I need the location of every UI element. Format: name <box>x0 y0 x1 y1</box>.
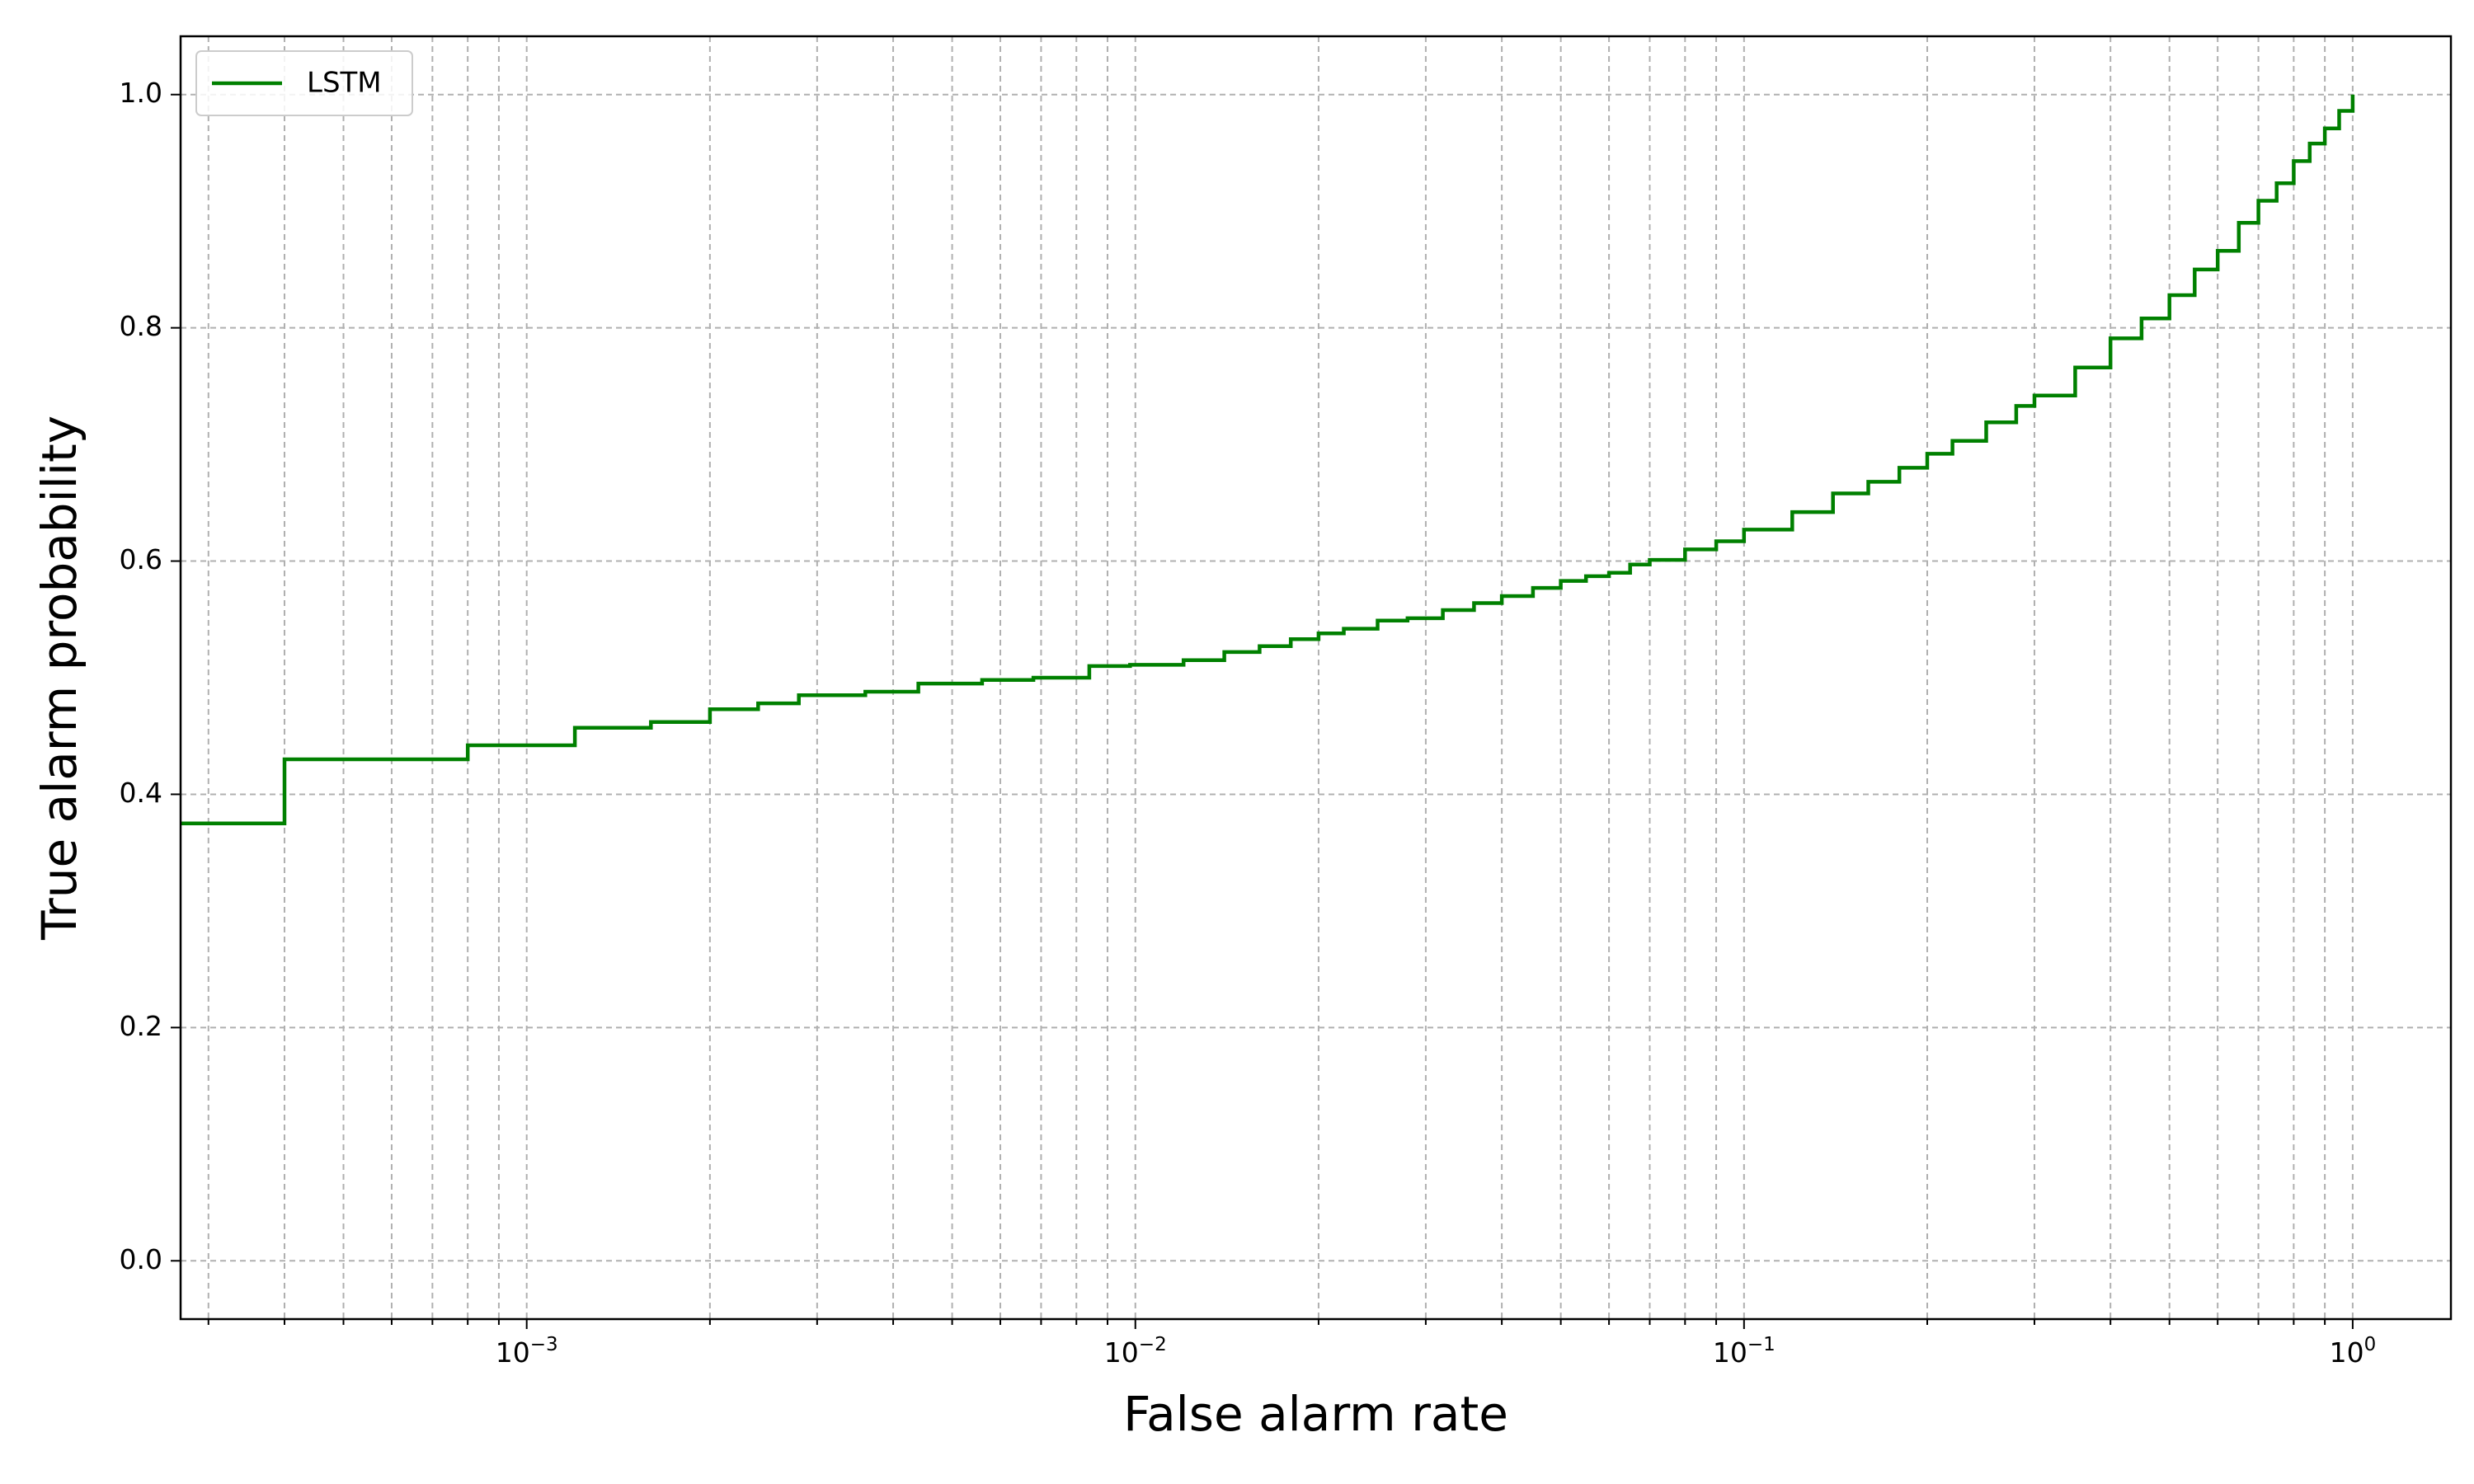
legend-label-lstm: LSTM <box>307 67 382 100</box>
y-tick-label: 0.6 <box>120 543 162 575</box>
y-tick-label: 0.0 <box>120 1243 162 1275</box>
series-layer <box>181 94 2355 826</box>
y-tick-label: 0.8 <box>120 310 162 342</box>
x-tick-label: 100 <box>2330 1334 2377 1369</box>
x-axis-label: False alarm rate <box>1123 1386 1508 1442</box>
legend: LSTM <box>195 50 413 116</box>
x-tick-label: 10−2 <box>1104 1334 1167 1369</box>
y-tick-label: 0.2 <box>120 1010 162 1042</box>
series-line-lstm <box>181 94 2355 826</box>
y-tick-label: 0.4 <box>120 777 162 809</box>
axis-ticks: 0.0 0.2 0.4 0.6 0.8 1.0 10−3 10−2 10−1 100 <box>120 77 2377 1369</box>
x-tick-label: 10−1 <box>1713 1334 1776 1369</box>
plot-frame <box>179 35 2453 1321</box>
x-tick-label: 10−3 <box>496 1334 558 1369</box>
y-tick-label: 1.0 <box>120 77 162 109</box>
legend-box <box>195 50 413 116</box>
y-axis-label: True alarm probability <box>31 416 87 941</box>
grid <box>181 36 2451 1319</box>
